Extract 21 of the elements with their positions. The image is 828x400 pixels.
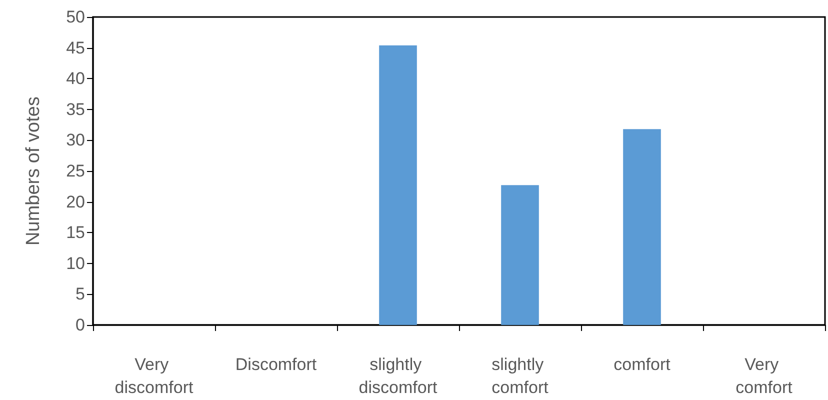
y-tick-label: 20	[66, 192, 85, 212]
y-tick-label: 35	[66, 100, 85, 119]
y-tick-label: 50	[66, 8, 85, 26]
y-tick-label: 5	[76, 284, 85, 304]
y-tick-label: 30	[66, 130, 85, 150]
y-tick-label: 0	[76, 316, 85, 334]
x-tick-label: Very comfort	[736, 355, 793, 397]
y-tick-label: 40	[66, 69, 85, 88]
y-tick-label: 15	[66, 223, 85, 242]
x-tick-label: slightly comfort	[492, 355, 549, 397]
y-tick-label: 10	[66, 254, 85, 273]
y-tick-label: 45	[66, 38, 85, 58]
x-tick-label: comfort	[614, 355, 671, 374]
bar	[623, 129, 661, 325]
bar	[501, 185, 539, 325]
y-tick-label: 25	[66, 162, 85, 180]
x-tick-label: Very discomfort	[114, 355, 194, 397]
x-tick-label: Discomfort	[235, 355, 317, 374]
bar	[379, 45, 417, 325]
x-tick-label: slightly discomfort	[358, 355, 438, 397]
y-axis-title: Numbers of votes	[23, 96, 44, 246]
